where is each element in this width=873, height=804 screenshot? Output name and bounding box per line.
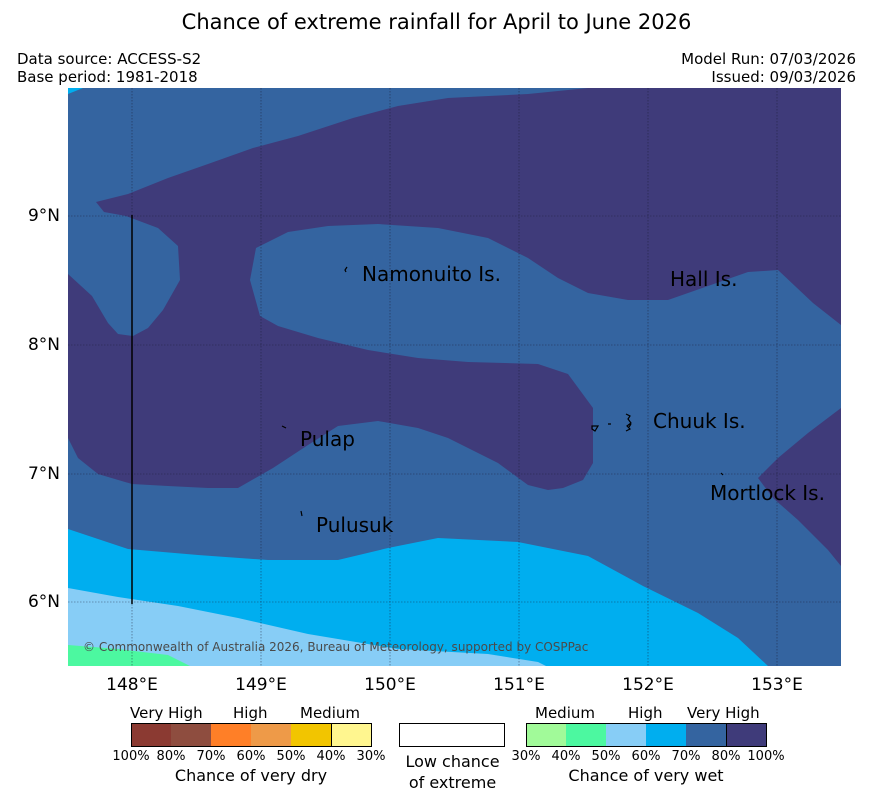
- dry-pct-40: 40%: [316, 749, 346, 764]
- lat-label-6n: 6°N: [27, 592, 60, 612]
- wet-swatch-3: [606, 723, 646, 747]
- wet-pct-50: 50%: [591, 749, 621, 764]
- dry-swatch-2: [171, 723, 211, 747]
- place-pulap: Pulap: [300, 427, 355, 451]
- lon-label-149e: 149°E: [235, 675, 287, 695]
- zone-topleft-edge: [68, 88, 83, 94]
- dry-pct-80: 80%: [156, 749, 186, 764]
- chuuk-island-shape: [591, 413, 632, 432]
- meta-left: Data source: ACCESS-S2 Base period: 1981…: [17, 50, 201, 86]
- zone-light-wet: [68, 588, 546, 666]
- lon-label-148e: 148°E: [106, 675, 158, 695]
- dry-swatch-5: [291, 723, 331, 747]
- lat-label-9n: 9°N: [27, 206, 60, 226]
- copyright-text: © Commonwealth of Australia 2026, Bureau…: [83, 640, 588, 654]
- lat-label-8n: 8°N: [27, 335, 60, 355]
- dry-pct-100: 100%: [112, 749, 150, 764]
- rainfall-map: Namonuito Is. Hall Is. Chuuk Is. Pulap M…: [68, 88, 841, 666]
- model-run-text: Model Run: 07/03/2026: [681, 50, 856, 68]
- meta-right: Model Run: 07/03/2026 Issued: 09/03/2026: [681, 50, 856, 86]
- place-mortlock: Mortlock Is.: [710, 481, 825, 505]
- place-namonuito: Namonuito Is.: [362, 262, 501, 286]
- issued-text: Issued: 09/03/2026: [711, 68, 856, 86]
- wet-cat-medium: Medium: [535, 704, 595, 722]
- zone-medium-wet: [68, 645, 190, 666]
- dry-pct-60: 60%: [236, 749, 266, 764]
- zone-very-high-wet-east: [758, 408, 841, 566]
- wet-pct-40: 40%: [551, 749, 581, 764]
- dry-swatch-4: [251, 723, 291, 747]
- wet-caption: Chance of very wet: [568, 766, 724, 785]
- dry-swatch-1: [131, 723, 173, 747]
- pulap-island-shape: [281, 425, 287, 429]
- place-hall: Hall Is.: [670, 267, 737, 291]
- dry-swatch-3: [211, 723, 251, 747]
- wet-cat-very-high: Very High: [687, 704, 760, 722]
- wet-swatch-6: [726, 723, 767, 747]
- place-pulusuk: Pulusuk: [316, 513, 394, 537]
- mortlock-island-shape: [720, 472, 724, 476]
- wet-swatch-1: [526, 723, 568, 747]
- base-period-text: Base period: 1981-2018: [17, 68, 198, 86]
- dry-caption: Chance of very dry: [174, 766, 328, 785]
- dry-pct-30: 30%: [356, 749, 386, 764]
- wet-swatch-4: [646, 723, 686, 747]
- lon-label-153e: 153°E: [751, 675, 803, 695]
- lon-label-150e: 150°E: [364, 675, 416, 695]
- neutral-swatch: [399, 723, 505, 747]
- wet-pct-80: 80%: [711, 749, 741, 764]
- wet-swatch-2: [566, 723, 606, 747]
- wet-pct-30: 30%: [511, 749, 541, 764]
- neutral-caption-line2: of extreme: [408, 773, 497, 792]
- lon-label-152e: 152°E: [622, 675, 674, 695]
- data-source-text: Data source: ACCESS-S2: [17, 50, 202, 68]
- wet-pct-100: 100%: [747, 749, 785, 764]
- wet-pct-70: 70%: [671, 749, 701, 764]
- island-outlines: [281, 266, 724, 517]
- dry-cat-high: High: [233, 704, 268, 722]
- place-chuuk: Chuuk Is.: [653, 409, 746, 433]
- wet-swatch-5: [686, 723, 726, 747]
- lat-label-7n: 7°N: [27, 464, 60, 484]
- dry-cat-very-high: Very High: [130, 704, 203, 722]
- dry-pct-50: 50%: [276, 749, 306, 764]
- page-title: Chance of extreme rainfall for April to …: [181, 10, 692, 34]
- lon-label-151e: 151°E: [493, 675, 545, 695]
- pulusuk-island-shape: [300, 510, 303, 517]
- dry-swatch-6: [331, 723, 372, 747]
- dry-cat-medium: Medium: [300, 704, 360, 722]
- wet-cat-high: High: [628, 704, 663, 722]
- neutral-caption-line1: Low chance: [405, 752, 500, 771]
- wet-pct-60: 60%: [631, 749, 661, 764]
- dry-pct-70: 70%: [196, 749, 226, 764]
- namonuito-island-shape: [344, 266, 348, 273]
